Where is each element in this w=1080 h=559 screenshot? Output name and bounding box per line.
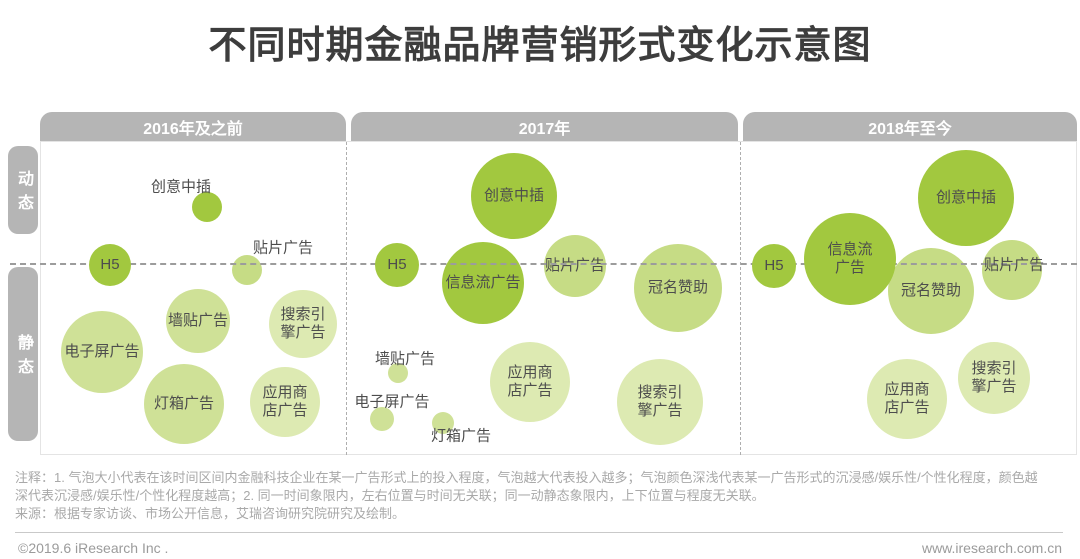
bubble: 信息流 广告 [804, 213, 896, 305]
bubble-label: 贴片广告 [252, 239, 314, 257]
period-header-2018: 2018年至今 [743, 112, 1077, 141]
bubble: 信息流广告 [442, 242, 524, 324]
period-header-2016: 2016年及之前 [40, 112, 346, 141]
period-divider-1 [346, 142, 347, 455]
period-header-2017: 2017年 [351, 112, 738, 141]
bubble: H5 [375, 243, 419, 287]
bubble: 搜索引 擎广告 [617, 359, 703, 445]
row-label-static: 静态 [8, 267, 38, 441]
period-divider-2 [740, 142, 741, 455]
bubble: 墙贴广告 [166, 289, 230, 353]
bubble-label: 贴片广告 [983, 256, 1045, 274]
bubble-label: 灯箱广告 [430, 427, 492, 445]
bubble [370, 407, 394, 431]
bubble: 冠名赞助 [888, 248, 974, 334]
bubble: 应用商 店广告 [490, 342, 570, 422]
bubble [192, 192, 222, 222]
bubble: 冠名赞助 [634, 244, 722, 332]
website-url: www.iresearch.com.cn [921, 540, 1062, 556]
notes: 注释：1. 气泡大小代表在该时间区间内金融科技企业在某一广告形式上的投入程度，气… [15, 469, 1038, 523]
page-title: 不同时期金融品牌营销形式变化示意图 [208, 25, 872, 67]
bubble [432, 412, 454, 434]
dynamic-static-divider [10, 263, 1077, 265]
bubble: 电子屏广告 [61, 311, 143, 393]
bubble: H5 [752, 244, 796, 288]
bubble: 创意中插 [471, 153, 557, 239]
bubble: H5 [89, 244, 131, 286]
bubble [388, 363, 408, 383]
source-line: 来源：根据专家访谈、市场公开信息，艾瑞咨询研究院研究及绘制。 [15, 506, 406, 521]
bubble [982, 240, 1042, 300]
bubble: 搜索引 擎广告 [958, 342, 1030, 414]
footer-divider [15, 532, 1063, 533]
bubble-label: 电子屏广告 [354, 393, 430, 411]
bubble: 应用商 店广告 [250, 367, 320, 437]
bubble [232, 255, 262, 285]
bubble-label: 墙贴广告 [374, 350, 436, 368]
note-line-1: 注释：1. 气泡大小代表在该时间区间内金融科技企业在某一广告形式上的投入程度，气… [15, 470, 1038, 485]
bubble: 应用商 店广告 [867, 359, 947, 439]
bubble: 灯箱广告 [144, 364, 224, 444]
bubble: 贴片广告 [544, 235, 606, 297]
bubble: 创意中插 [918, 150, 1014, 246]
bubble-label: 创意中插 [150, 178, 212, 196]
bubble: 搜索引 擎广告 [269, 290, 337, 358]
copyright-text: ©2019.6 iResearch Inc . [18, 540, 169, 556]
row-label-dynamic: 动态 [8, 146, 38, 234]
note-line-2: 深代表沉浸感/娱乐性/个性化程度越高；2. 同一时间象限内，左右位置与时间无关联… [15, 488, 765, 503]
